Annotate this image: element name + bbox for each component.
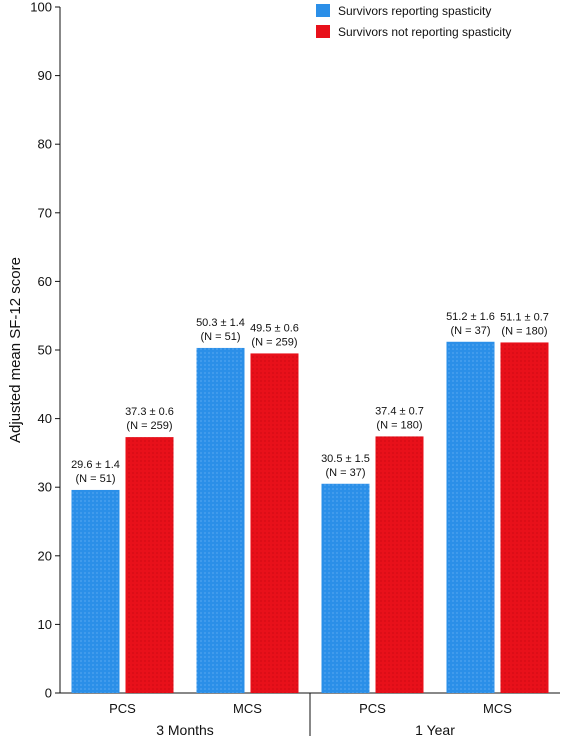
legend-entry: Survivors reporting spasticity bbox=[338, 4, 491, 18]
data-label: 51.2 ± 1.6 bbox=[446, 311, 495, 323]
y-axis-title: Adjusted mean SF-12 score bbox=[7, 257, 24, 443]
y-tick-label: 70 bbox=[38, 205, 52, 220]
bar bbox=[321, 483, 370, 693]
data-labels: 29.6 ± 1.4 (N = 51) 37.3 ± 0.6 (N = 259) 50.… bbox=[71, 311, 549, 485]
x-category-label: MCS bbox=[483, 701, 512, 716]
data-label: (N = 180) bbox=[501, 325, 547, 337]
x-group-label: 3 Months bbox=[156, 722, 214, 736]
y-tick-label: 30 bbox=[38, 480, 52, 495]
data-label: 51.1 ± 0.7 bbox=[500, 311, 549, 323]
y-tick-label: 50 bbox=[38, 343, 52, 358]
bar bbox=[446, 341, 495, 693]
y-axis: 0 10 20 30 40 50 60 70 80 90 100 bbox=[30, 0, 61, 701]
y-tick-label: 100 bbox=[30, 0, 52, 15]
legend-swatch bbox=[316, 4, 330, 17]
legend-entry: Survivors not reporting spasticity bbox=[338, 25, 511, 39]
bar bbox=[125, 437, 174, 693]
bar bbox=[71, 489, 120, 693]
data-label: (N = 37) bbox=[450, 325, 490, 337]
x-axis: PCS MCS PCS MCS 3 Months 1 Year bbox=[60, 692, 560, 736]
data-label: (N = 51) bbox=[200, 331, 240, 343]
y-tick-label: 60 bbox=[38, 274, 52, 289]
data-label: (N = 180) bbox=[376, 419, 422, 431]
bar bbox=[250, 353, 299, 693]
y-tick-label: 0 bbox=[45, 686, 52, 701]
data-label: 50.3 ± 1.4 bbox=[196, 317, 245, 329]
bars bbox=[71, 341, 549, 693]
y-tick-label: 80 bbox=[38, 137, 52, 152]
x-category-label: PCS bbox=[109, 701, 136, 716]
y-tick-label: 20 bbox=[38, 548, 52, 563]
data-label: 49.5 ± 0.6 bbox=[250, 322, 299, 334]
legend-swatch bbox=[316, 25, 330, 38]
bar bbox=[196, 347, 245, 693]
legend: Survivors reporting spasticity Survivors … bbox=[316, 4, 511, 39]
data-label: (N = 259) bbox=[126, 420, 172, 432]
y-tick-label: 90 bbox=[38, 68, 52, 83]
data-label: 37.3 ± 0.6 bbox=[125, 406, 174, 418]
y-tick-label: 10 bbox=[38, 617, 52, 632]
x-group-label: 1 Year bbox=[415, 722, 455, 736]
x-category-label: MCS bbox=[233, 701, 262, 716]
data-label: (N = 51) bbox=[75, 473, 115, 485]
data-label: (N = 37) bbox=[325, 467, 365, 479]
bar bbox=[500, 342, 549, 693]
x-category-label: PCS bbox=[359, 701, 386, 716]
data-label: (N = 259) bbox=[251, 336, 297, 348]
data-label: 30.5 ± 1.5 bbox=[321, 453, 370, 465]
data-label: 29.6 ± 1.4 bbox=[71, 459, 120, 471]
y-tick-label: 40 bbox=[38, 411, 52, 426]
bar bbox=[375, 436, 424, 693]
data-label: 37.4 ± 0.7 bbox=[375, 405, 424, 417]
